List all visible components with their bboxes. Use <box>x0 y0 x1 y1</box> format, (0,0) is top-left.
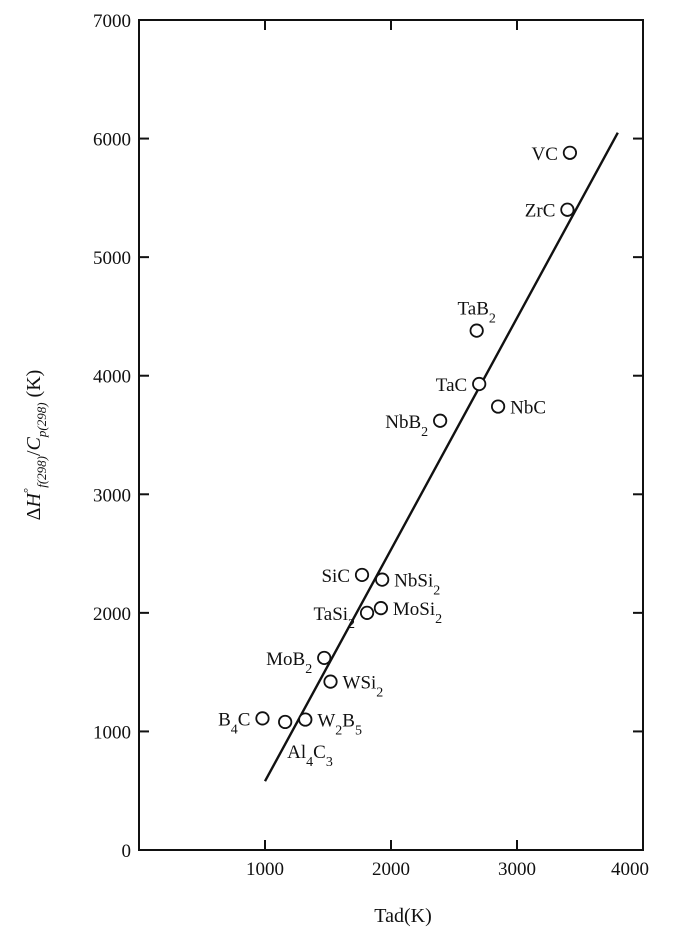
data-point-tac <box>472 376 487 392</box>
data-point-sic <box>354 567 370 583</box>
y-tick-label: 2000 <box>93 604 131 625</box>
point-label-nbc: NbC <box>510 398 546 419</box>
x-axis-label: Tad(K) <box>374 905 431 927</box>
y-tick-label: 7000 <box>93 11 131 32</box>
point-label-mosi2: MoSi2 <box>393 599 442 627</box>
fit-line-group <box>263 132 619 782</box>
axes: 0 1000 2000 3000 4000 5000 6000 7000 1000 2000 300… <box>93 11 649 880</box>
point-label-mob2: MoB2 <box>266 649 312 677</box>
point-labels: VC ZrC TaB2 TaC NbC NbB2 SiC NbSi2 TaSi2 MoSi2 MoB… <box>218 144 558 770</box>
point-label-nbsi2: NbSi2 <box>394 571 440 599</box>
data-points <box>255 145 578 730</box>
plot-frame <box>138 19 644 851</box>
data-point-mob2 <box>317 650 332 666</box>
point-label-sic: SiC <box>321 566 350 587</box>
data-point-tab2 <box>469 323 484 338</box>
point-label-tab2: TaB2 <box>457 299 495 327</box>
data-point-al4c3 <box>278 714 293 730</box>
fit-line <box>263 132 619 782</box>
data-point-nbb2 <box>433 413 448 428</box>
point-label-tac: TaC <box>436 375 467 396</box>
y-axis-label: ΔH°f(298)/Cp(298) (K) <box>20 370 49 521</box>
y-tick-label: 0 <box>122 841 132 862</box>
x-tick-label: 1000 <box>246 859 284 880</box>
data-point-nbsi2 <box>375 572 390 587</box>
data-point-vc <box>562 145 578 160</box>
x-tick-label: 2000 <box>372 859 410 880</box>
y-tick-label: 4000 <box>93 367 131 388</box>
y-tick-label: 3000 <box>93 485 131 506</box>
data-point-nbc <box>490 399 506 414</box>
point-label-zrc: ZrC <box>525 201 556 222</box>
data-point-w2b5 <box>298 712 313 727</box>
y-tick-label: 6000 <box>93 130 131 151</box>
point-label-w2b5: W2B5 <box>317 711 362 739</box>
point-label-wsi2: WSi2 <box>343 673 384 701</box>
y-tick-label: 1000 <box>93 722 131 743</box>
x-tick-label: 4000 <box>611 859 649 880</box>
data-point-wsi2 <box>323 674 338 689</box>
data-point-b4c <box>255 711 270 726</box>
point-label-tasi2: TaSi2 <box>313 604 355 632</box>
point-label-nbb2: NbB2 <box>385 412 428 440</box>
data-point-tasi2 <box>359 605 375 620</box>
x-tick-label: 3000 <box>498 859 536 880</box>
data-point-zrc <box>560 202 575 217</box>
data-point-mosi2 <box>373 601 389 616</box>
point-label-b4c: B4C <box>218 709 250 737</box>
y-tick-label: 5000 <box>93 248 131 269</box>
point-label-vc: VC <box>532 144 558 165</box>
point-label-al4c3: Al4C3 <box>287 742 333 770</box>
